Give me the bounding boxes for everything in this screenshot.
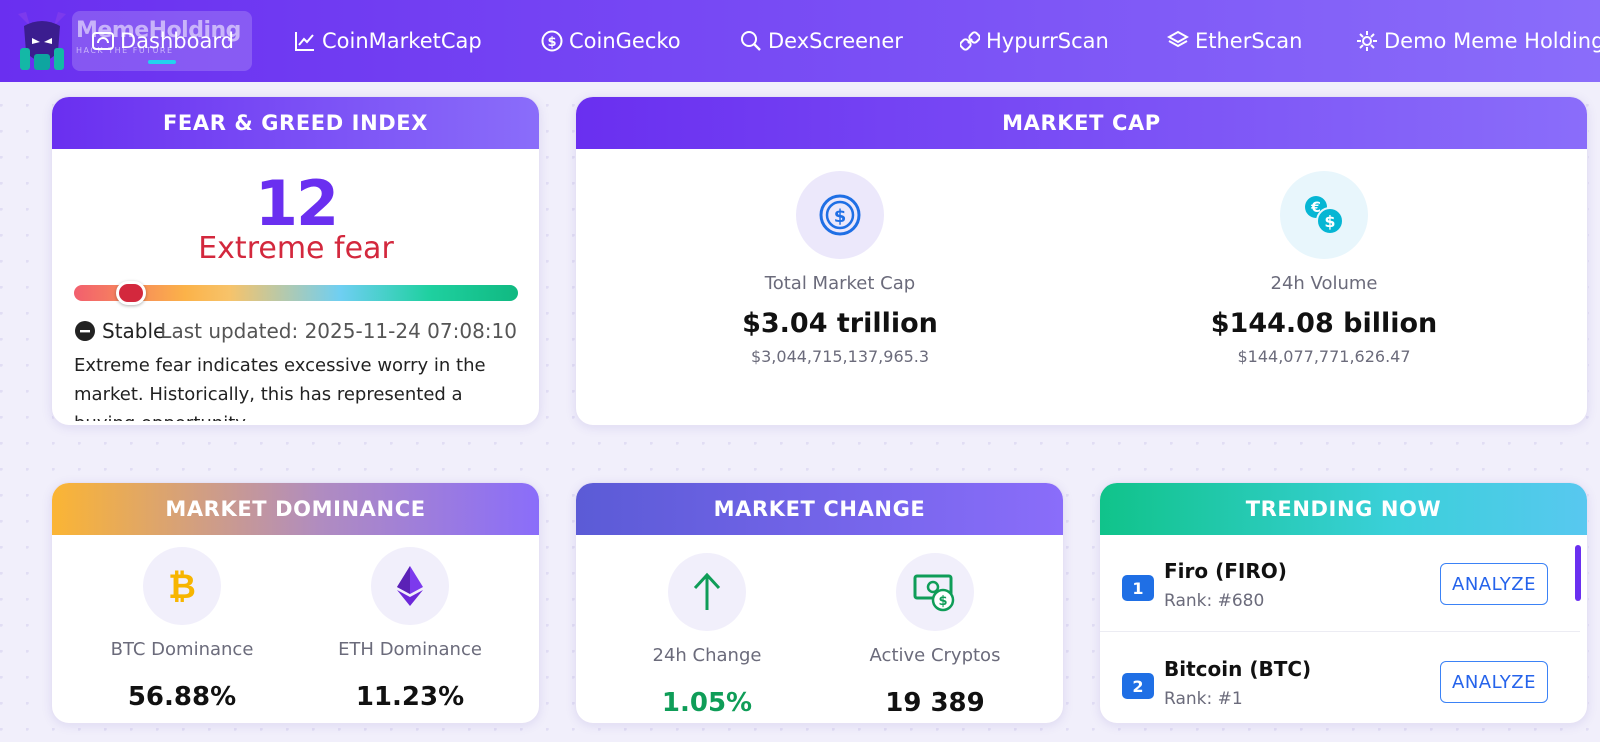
minus-circle-icon	[75, 321, 95, 341]
analyze-button[interactable]: ANALYZE	[1440, 563, 1548, 605]
btc-dominance-value: 56.88%	[127, 682, 237, 712]
fear-greed-gauge	[74, 281, 518, 305]
market-cap-card: MARKET CAP $ Total Market Cap $3.04 tril…	[575, 96, 1588, 426]
dollar-coin-icon: $	[796, 171, 884, 259]
fear-greed-label: Extreme fear	[198, 231, 394, 266]
nav-etherscan-label: EtherScan	[1195, 29, 1303, 53]
fear-greed-status: Stable	[74, 319, 165, 343]
trending-coin-name: Firo (FIRO)	[1164, 559, 1287, 583]
btc-dominance-label: BTC Dominance	[110, 639, 254, 660]
trending-title: TRENDING NOW	[1100, 483, 1587, 535]
change-24h-value: 1.05%	[661, 688, 753, 718]
market-dominance-card: MARKET DOMINANCE ₿ BTC Dominance 56.88% …	[51, 482, 540, 724]
link-icon	[960, 31, 980, 51]
ethereum-icon	[371, 547, 449, 625]
gear-icon	[1357, 31, 1377, 51]
fear-greed-description: Extreme fear indicates excessive worry i…	[74, 355, 486, 421]
fear-greed-status-text: Stable	[102, 319, 166, 343]
coin-icon: $	[541, 30, 563, 52]
volume-24h-label: 24h Volume	[1270, 273, 1378, 294]
market-change-card: MARKET CHANGE 24h Change 1.05% $ Active …	[575, 482, 1064, 724]
nav-hypurrscan[interactable]: HypurrScan	[960, 24, 1109, 58]
svg-text:$: $	[547, 35, 556, 50]
trending-rank-badge: 2	[1122, 673, 1154, 699]
total-market-cap-value: $3.04 trillion	[742, 308, 938, 339]
trending-card: TRENDING NOW 1 Firo (FIRO) Rank: #680 AN…	[1099, 482, 1588, 724]
analyze-button[interactable]: ANALYZE	[1440, 661, 1548, 703]
market-cap-title: MARKET CAP	[576, 97, 1587, 149]
arrow-up-icon	[668, 553, 746, 631]
layers-icon	[1167, 30, 1189, 48]
cash-coin-icon: $	[896, 553, 974, 631]
nav-etherscan[interactable]: EtherScan	[1167, 24, 1302, 58]
nav-coingecko-label: CoinGecko	[569, 29, 681, 53]
trending-coin-name: Bitcoin (BTC)	[1164, 657, 1312, 681]
dashboard-icon	[92, 32, 114, 50]
active-cryptos-value: 19 389	[885, 688, 985, 718]
volume-24h: € $ 24h Volume $144.08 billion $144,077,…	[1124, 171, 1524, 366]
nav-dexscreener[interactable]: DexScreener	[740, 24, 903, 58]
fear-greed-value: 12	[254, 167, 339, 240]
active-cryptos-label: Active Cryptos	[869, 645, 1001, 666]
nav-demo-analysis-label: Demo Meme Holding Analysis	[1384, 29, 1600, 53]
chart-line-icon	[295, 32, 314, 51]
eth-dominance-value: 11.23%	[355, 682, 465, 712]
total-market-cap-label: Total Market Cap	[764, 273, 916, 294]
nav-hypurrscan-label: HypurrScan	[986, 29, 1109, 53]
market-dominance-title: MARKET DOMINANCE	[52, 483, 539, 535]
svg-text:$: $	[1324, 212, 1335, 231]
fear-greed-gauge-marker	[116, 281, 146, 305]
change-24h-label: 24h Change	[652, 645, 762, 666]
fear-greed-title: FEAR & GREED INDEX	[52, 97, 539, 149]
volume-24h-value: $144.08 billion	[1210, 308, 1438, 339]
nav-active-indicator	[148, 60, 176, 64]
btc-dominance: ₿ BTC Dominance 56.88%	[82, 547, 282, 712]
nav-dashboard[interactable]: Dashboard	[92, 24, 234, 58]
volume-24h-raw: $144,077,771,626.47	[1237, 347, 1411, 366]
trending-coin-rank: Rank: #1	[1164, 689, 1243, 709]
total-market-cap-raw: $3,044,715,137,965.3	[750, 347, 930, 366]
svg-text:€: €	[1310, 200, 1321, 216]
nav-coingecko[interactable]: $ CoinGecko	[541, 24, 681, 58]
trending-item: 1 Firo (FIRO) Rank: #680 ANALYZE	[1100, 535, 1580, 632]
nav-coinmarketcap-label: CoinMarketCap	[322, 29, 482, 53]
nav-dashboard-label: Dashboard	[120, 29, 234, 53]
currency-exchange-icon: € $	[1280, 171, 1368, 259]
trending-coin-rank: Rank: #680	[1164, 591, 1265, 611]
bitcoin-icon: ₿	[143, 547, 221, 625]
nav-dexscreener-label: DexScreener	[768, 29, 903, 53]
fear-greed-card: FEAR & GREED INDEX 12 Extreme fear Stabl…	[51, 96, 540, 426]
logo-icon[interactable]	[12, 8, 72, 74]
total-market-cap: $ Total Market Cap $3.04 trillion $3,044…	[640, 171, 1040, 366]
svg-text:$: $	[834, 206, 847, 227]
search-icon	[741, 31, 761, 51]
top-nav: MemeHolding HACK THE FUTURE Dashboard Co…	[0, 0, 1600, 82]
nav-coinmarketcap[interactable]: CoinMarketCap	[294, 24, 482, 58]
trending-item: 2 Bitcoin (BTC) Rank: #1 ANALYZE	[1100, 633, 1580, 723]
eth-dominance: ETH Dominance 11.23%	[310, 547, 510, 712]
svg-text:$: $	[938, 594, 947, 609]
active-cryptos: $ Active Cryptos 19 389	[835, 553, 1035, 718]
trending-scrollbar[interactable]	[1575, 545, 1581, 601]
change-24h: 24h Change 1.05%	[607, 553, 807, 718]
market-change-title: MARKET CHANGE	[576, 483, 1063, 535]
brand-tagline: HACK THE FUTURE	[76, 46, 174, 55]
eth-dominance-label: ETH Dominance	[338, 639, 482, 660]
nav-demo-analysis[interactable]: Demo Meme Holding Analysis	[1356, 24, 1600, 58]
trending-rank-badge: 1	[1122, 575, 1154, 601]
svg-text:₿: ₿	[168, 567, 196, 606]
fear-greed-last-updated: Last updated: 2025-11-24 07:08:10	[160, 319, 517, 343]
